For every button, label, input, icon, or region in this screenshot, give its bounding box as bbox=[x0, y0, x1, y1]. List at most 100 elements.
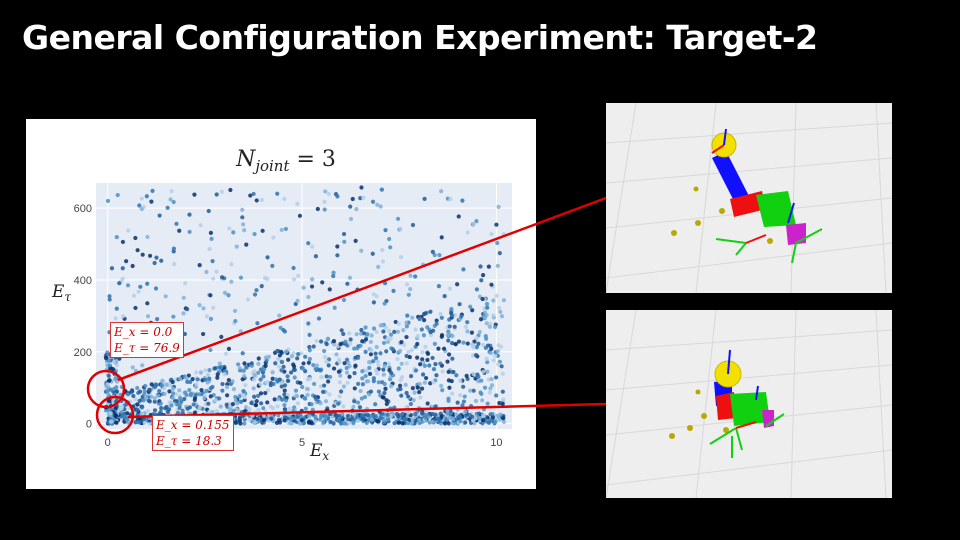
chart-title-rest: = 3 bbox=[290, 147, 336, 172]
data-point bbox=[197, 262, 202, 268]
data-point bbox=[359, 413, 364, 418]
data-point bbox=[293, 388, 299, 393]
data-point bbox=[327, 287, 332, 292]
data-point bbox=[487, 390, 492, 395]
data-point bbox=[419, 327, 424, 332]
data-point bbox=[381, 372, 386, 377]
data-point bbox=[392, 421, 397, 426]
data-point bbox=[184, 392, 189, 398]
data-point bbox=[425, 401, 430, 406]
data-point bbox=[240, 392, 246, 397]
data-point bbox=[431, 366, 437, 372]
data-point bbox=[242, 421, 247, 426]
data-point bbox=[262, 417, 267, 423]
data-point bbox=[446, 338, 451, 343]
data-point bbox=[255, 393, 261, 399]
data-point bbox=[214, 192, 219, 197]
data-point bbox=[169, 403, 174, 408]
data-point bbox=[106, 358, 112, 363]
data-point bbox=[277, 377, 282, 382]
data-point bbox=[318, 384, 324, 389]
data-point bbox=[201, 331, 206, 337]
data-point bbox=[135, 402, 140, 407]
data-point bbox=[348, 341, 353, 346]
data-point bbox=[459, 314, 464, 319]
data-point bbox=[382, 391, 387, 396]
data-point bbox=[294, 393, 300, 399]
data-point bbox=[438, 311, 443, 317]
data-point bbox=[320, 280, 325, 285]
data-point bbox=[240, 207, 245, 212]
data-point bbox=[286, 378, 291, 383]
data-point bbox=[408, 286, 413, 292]
data-point bbox=[374, 344, 379, 350]
data-point bbox=[281, 364, 286, 369]
data-point bbox=[153, 286, 159, 291]
data-point bbox=[276, 396, 281, 402]
data-point bbox=[351, 404, 356, 409]
data-point bbox=[194, 370, 199, 375]
data-point bbox=[292, 375, 297, 380]
data-point bbox=[455, 400, 460, 405]
data-point bbox=[367, 371, 373, 376]
data-point bbox=[229, 262, 234, 267]
data-point bbox=[352, 346, 357, 351]
annotation-top: E_x = 0.0 E_τ = 76.9 bbox=[110, 322, 184, 358]
data-point bbox=[422, 363, 427, 368]
data-point bbox=[159, 406, 164, 411]
data-point bbox=[224, 385, 230, 390]
data-point bbox=[305, 386, 310, 392]
data-point bbox=[356, 381, 361, 386]
data-point bbox=[494, 393, 499, 398]
target-dots bbox=[671, 186, 773, 244]
data-point bbox=[276, 417, 282, 423]
data-point bbox=[328, 419, 333, 424]
data-point bbox=[277, 353, 283, 358]
data-point bbox=[188, 391, 194, 396]
data-point bbox=[461, 384, 466, 389]
data-point bbox=[412, 390, 417, 395]
data-point bbox=[436, 284, 442, 289]
data-point bbox=[307, 356, 312, 362]
data-point bbox=[368, 352, 374, 357]
data-point bbox=[283, 226, 289, 232]
data-point bbox=[359, 185, 364, 190]
data-point bbox=[125, 392, 131, 397]
data-point bbox=[295, 298, 300, 303]
data-point bbox=[226, 293, 231, 298]
data-point bbox=[323, 189, 328, 194]
data-point bbox=[179, 399, 184, 404]
data-point bbox=[376, 380, 381, 385]
data-point bbox=[301, 366, 306, 371]
data-point bbox=[275, 404, 280, 409]
data-point bbox=[373, 351, 378, 356]
data-point bbox=[489, 377, 494, 382]
data-point bbox=[218, 404, 223, 409]
data-point bbox=[352, 411, 357, 417]
data-point bbox=[491, 298, 496, 303]
data-point bbox=[482, 310, 488, 315]
data-point bbox=[496, 204, 501, 209]
data-point bbox=[242, 361, 247, 366]
data-point bbox=[341, 297, 347, 303]
data-point bbox=[332, 305, 337, 310]
data-point bbox=[410, 315, 415, 320]
data-point bbox=[404, 361, 409, 366]
data-point bbox=[359, 327, 364, 333]
data-point bbox=[147, 253, 153, 258]
data-point bbox=[415, 341, 420, 347]
data-point bbox=[363, 373, 368, 379]
data-point bbox=[233, 318, 238, 324]
data-point bbox=[252, 292, 258, 297]
data-point bbox=[381, 329, 386, 334]
data-point bbox=[446, 421, 451, 426]
data-point bbox=[300, 384, 305, 390]
data-point bbox=[219, 334, 224, 339]
data-point bbox=[157, 213, 162, 218]
data-point bbox=[208, 394, 213, 399]
data-point bbox=[130, 404, 136, 409]
data-point bbox=[141, 398, 146, 403]
data-point bbox=[282, 388, 287, 393]
data-point bbox=[491, 313, 496, 318]
data-point bbox=[124, 259, 129, 264]
